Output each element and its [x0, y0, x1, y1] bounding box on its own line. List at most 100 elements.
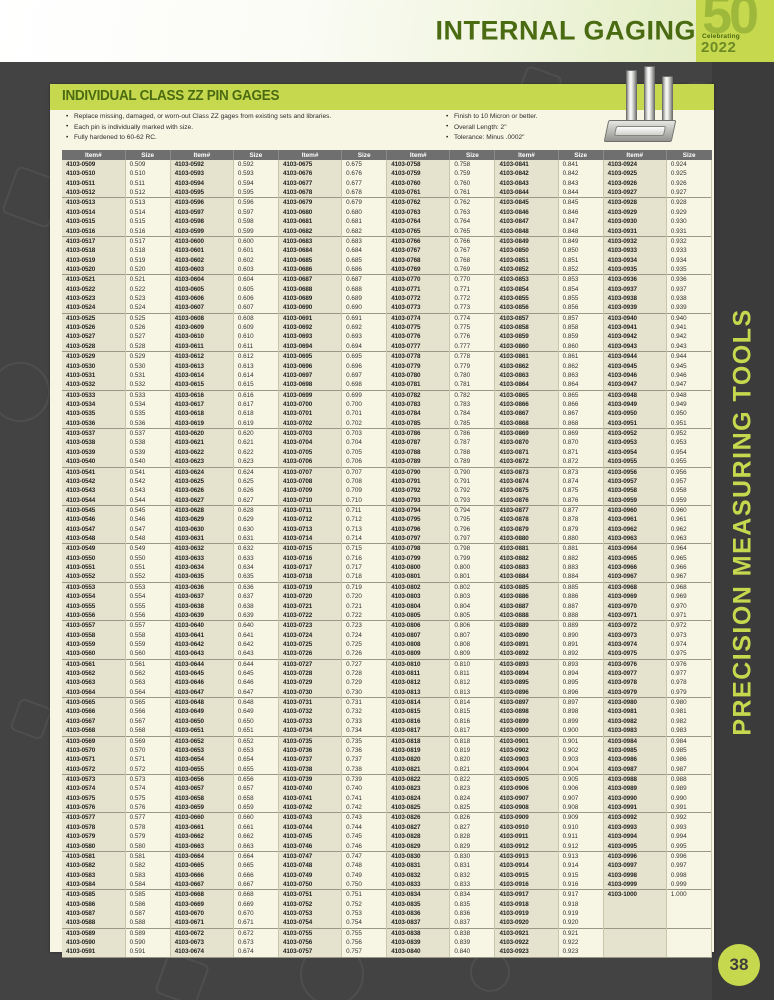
cell-size: 0.892	[558, 649, 604, 660]
cell-item-number: 4103-0796	[386, 524, 451, 535]
cell-item-number: 4103-0531	[62, 370, 126, 381]
cell-size: 0.729	[341, 678, 388, 688]
cell-size: 0.759	[449, 169, 496, 179]
cell-size: 0.652	[233, 735, 279, 746]
cell-size: 0.707	[341, 466, 388, 477]
cell-size: 0.790	[449, 466, 496, 477]
cell-size: 0.989	[666, 784, 713, 794]
cell-size: 0.588	[125, 918, 171, 929]
cell-item-number: 4103-0853	[494, 274, 559, 285]
cell-size: 0.622	[233, 447, 279, 458]
cell-item-number: 4103-0550	[62, 553, 126, 564]
cell-item-number: 4103-0521	[62, 274, 126, 285]
cell-size: 0.821	[449, 764, 496, 775]
cell-size: 0.718	[341, 572, 388, 583]
cell-item-number: 4103-0511	[62, 178, 126, 189]
cell-size: 0.927	[666, 188, 713, 198]
cell-item-number: 4103-0868	[494, 418, 559, 429]
cell-item-number: 4103-0573	[62, 774, 126, 785]
cell-size: 0.783	[449, 399, 496, 410]
cell-item-number: 4103-0668	[170, 889, 234, 900]
cell-item-number: 4103-0750	[278, 879, 343, 890]
cell-item-number: 4103-0999	[603, 879, 667, 890]
cell-size: 0.530	[125, 361, 171, 371]
cell-size: 0.856	[558, 303, 604, 314]
cell-size: 0.734	[341, 726, 388, 737]
cell-item-number: 4103-0567	[62, 716, 126, 727]
cell-size: 0.877	[558, 504, 604, 516]
cell-item-number: 4103-0536	[62, 418, 126, 429]
cell-item-number: 4103-0581	[62, 850, 126, 862]
cell-item-number: 4103-0565	[62, 697, 126, 708]
cell-item-number: 4103-0930	[603, 217, 667, 227]
cell-item-number: 4103-0545	[62, 504, 126, 516]
cell-size: 0.632	[233, 543, 279, 554]
cell-size: 0.651	[233, 726, 279, 737]
table-row: 4103-0585 0.585 4103-0668 0.668 4103-0751 0.7…	[62, 889, 713, 900]
cell-item-number: 4103-0621	[170, 438, 234, 448]
cell-item-number: 4103-0609	[170, 323, 234, 333]
cell-item-number: 4103-0509	[62, 160, 126, 170]
cell-item-number: 4103-0639	[170, 610, 234, 621]
bullet-item: Replace missing, damaged, or worn-out Cl…	[66, 112, 331, 123]
cell-size: 0.982	[666, 716, 713, 727]
cell-size: 0.634	[233, 563, 279, 573]
cell-size: 0.601	[233, 246, 279, 256]
cell-item-number: 4103-0605	[170, 284, 234, 295]
cell-size: 0.817	[449, 726, 496, 737]
cell-item-number: 4103-0522	[62, 284, 126, 295]
cell-item-number: 4103-0517	[62, 235, 126, 247]
table-row: 4103-0516 0.516 4103-0599 0.599 4103-0682 0.6…	[62, 226, 713, 237]
table-row: 4103-0562 0.562 4103-0645 0.645 4103-0728 0.7…	[62, 669, 713, 679]
cell-size: 0.831	[449, 861, 496, 871]
cell-item-number: 4103-0634	[170, 563, 234, 573]
cell-item-number: 4103-0717	[278, 563, 343, 573]
cell-item-number: 4103-0964	[603, 543, 667, 554]
cell-item-number: 4103-0814	[386, 697, 451, 708]
cell-size: 0.806	[449, 620, 496, 631]
cell-item-number: 4103-0763	[386, 207, 451, 218]
cell-item-number: 4103-0628	[170, 504, 234, 516]
table-row: 4103-0590 0.590 4103-0673 0.673 4103-0756 0.7…	[62, 938, 713, 948]
cell-size: 0.799	[449, 553, 496, 564]
cell-item-number: 4103-0846	[494, 207, 559, 218]
cell-size: 0.639	[233, 610, 279, 621]
cell-item-number: 4103-0672	[170, 927, 234, 939]
table-row: 4103-0517 0.517 4103-0600 0.600 4103-0683 0.6…	[62, 235, 713, 247]
cell-item-number: 4103-0650	[170, 716, 234, 727]
cell-size: 0.723	[341, 620, 388, 631]
cell-size: 0.686	[341, 264, 388, 275]
cell-item-number: 4103-0997	[603, 861, 667, 871]
cell-size: 0.910	[558, 822, 604, 833]
cell-item-number: 4103-0585	[62, 889, 126, 900]
cell-item-number: 4103-0893	[494, 658, 559, 670]
cell-size: 0.774	[449, 312, 496, 324]
table-row: 4103-0587 0.587 4103-0670 0.670 4103-0753 0.7…	[62, 909, 713, 919]
cell-item-number: 4103-0709	[278, 486, 343, 496]
cell-item-number: 4103-0570	[62, 745, 126, 756]
cell-item-number: 4103-0580	[62, 841, 126, 852]
table-row: 4103-0528 0.528 4103-0611 0.611 4103-0694 0.6…	[62, 341, 713, 352]
cell-size: 0.828	[449, 832, 496, 842]
cell-item-number: 4103-0523	[62, 294, 126, 304]
bullet-item: Tolerance: Minus .0002"	[446, 133, 538, 144]
cell-size: 0.996	[666, 850, 713, 862]
cell-size: 0.681	[341, 217, 388, 227]
cell-item-number: 4103-0809	[386, 649, 451, 660]
cell-item-number: 4103-0544	[62, 495, 126, 506]
cell-size: 0.614	[233, 370, 279, 381]
cell-size: 0.784	[449, 409, 496, 419]
cell-item-number: 4103-0594	[170, 178, 234, 189]
cell-size: 0.735	[341, 735, 388, 746]
cell-item-number: 4103-0998	[603, 870, 667, 880]
table-row: 4103-0541 0.541 4103-0624 0.624 4103-0707 0.7…	[62, 466, 713, 477]
cell-item-number	[603, 899, 667, 910]
cell-size: 0.957	[666, 476, 713, 487]
cell-size: 0.664	[233, 850, 279, 862]
cell-item-number: 4103-0827	[386, 822, 451, 833]
cell-item-number: 4103-0537	[62, 428, 126, 439]
cell-item-number: 4103-0711	[278, 504, 343, 516]
cell-size: 0.893	[558, 658, 604, 670]
cell-item-number: 4103-0630	[170, 524, 234, 535]
cell-size: 0.626	[233, 486, 279, 496]
